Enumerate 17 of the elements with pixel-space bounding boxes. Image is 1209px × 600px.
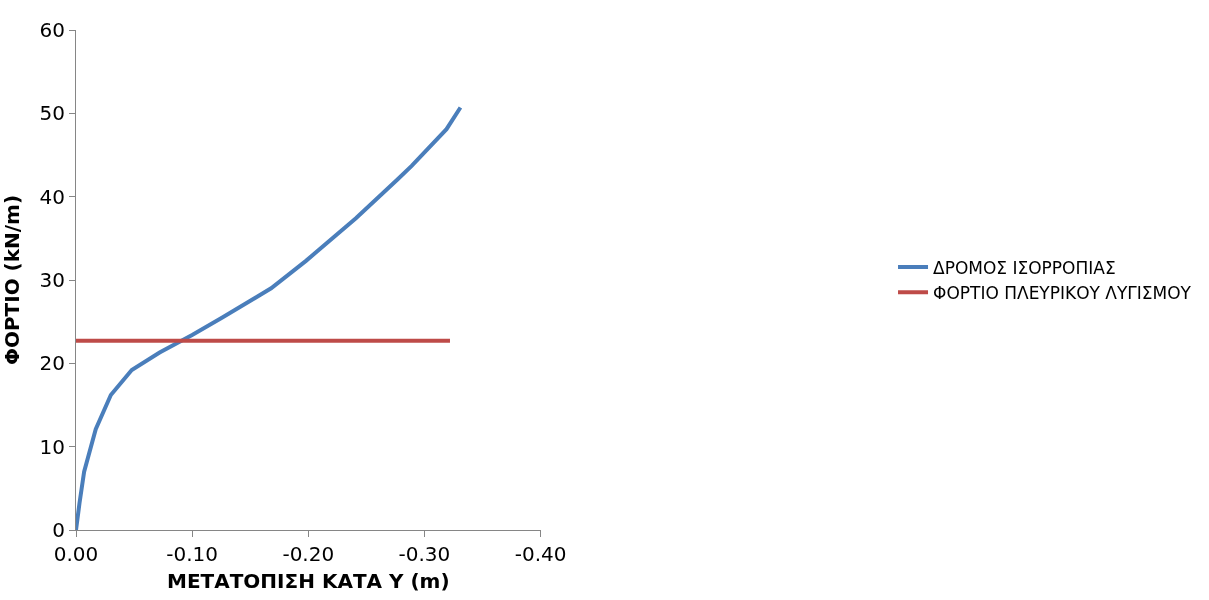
x-tick-label: 0.00 xyxy=(53,542,99,566)
y-tick-label: 0 xyxy=(52,518,65,542)
y-tick-label: 60 xyxy=(39,18,65,42)
y-tick-label: 40 xyxy=(39,184,65,209)
y-tick-label: 30 xyxy=(39,268,65,292)
line-series xyxy=(76,105,463,530)
y-axis-title: ΦΟΡΤΙΟ (kN/m) xyxy=(0,194,25,366)
legend-label: ΔΡΟΜΟΣ ΙΣΟΡΡΟΠΙΑΣ xyxy=(933,257,1116,278)
x-tick-label: -0.20 xyxy=(282,542,335,566)
y-tick-label: 20 xyxy=(39,351,65,376)
x-tick-label: -0.30 xyxy=(398,542,451,566)
x-axis-title: ΜΕΤΑΤΟΠΙΣΗ ΚΑΤΑ Υ (m) xyxy=(167,568,450,593)
legend-label: ΦΟΡΤΙΟ ΠΛΕΥΡΙΚΟΥ ΛΥΓΙΣΜΟΥ xyxy=(933,282,1192,303)
y-tick-label: 10 xyxy=(39,434,65,459)
y-tick-label: 50 xyxy=(39,101,65,126)
x-tick-label: -0.10 xyxy=(166,542,219,566)
x-tick-label: -0.40 xyxy=(514,542,567,566)
